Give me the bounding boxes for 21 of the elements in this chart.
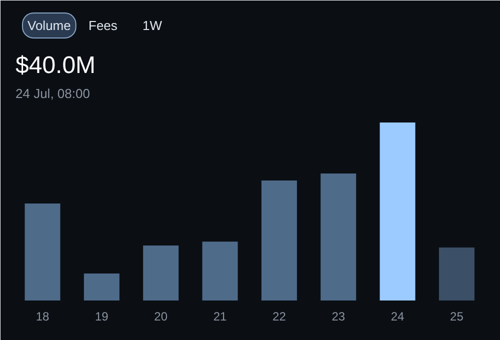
x-tick-label: 20 [154,310,168,324]
chart-title: $40.0M [16,52,96,79]
bar [202,242,238,300]
x-tick-label: 23 [332,310,346,324]
bar [261,180,297,300]
text: Volume [28,18,71,33]
text: 1W [142,18,163,33]
bar [320,174,356,300]
x-tick-label: 21 [213,310,228,324]
x-tick-label: 22 [272,310,286,324]
x-tick-label: 19 [95,310,109,324]
x-tick-label: 24 [390,310,405,324]
chart-subtitle: 24 Jul, 08:00 [16,86,90,101]
bar [84,273,120,300]
x-tick-label: 18 [36,310,50,324]
bar [24,203,60,300]
x-tick-label: 25 [450,310,464,324]
bar [380,122,416,300]
bar [143,245,179,300]
bar [438,247,474,300]
text: Fees [88,18,118,33]
